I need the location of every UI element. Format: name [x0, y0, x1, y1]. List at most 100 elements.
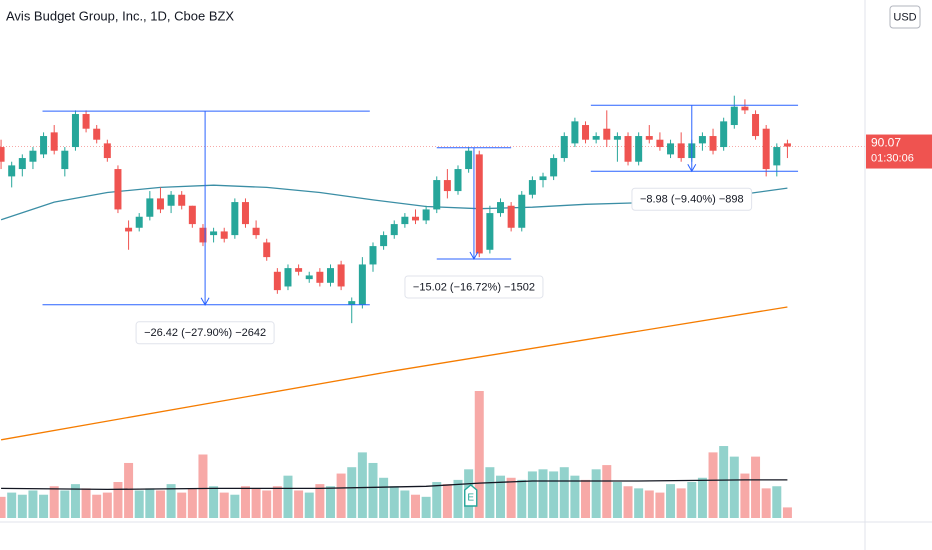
candle-body	[50, 132, 58, 151]
volume-bar	[751, 456, 761, 518]
volume-bar	[708, 452, 718, 518]
candle-body	[82, 114, 90, 129]
volume-bar	[347, 467, 357, 518]
candle-body	[40, 136, 48, 155]
volume-bar	[251, 488, 261, 518]
candle-body	[422, 209, 430, 221]
volume-bar	[740, 473, 750, 518]
volume-bar	[687, 482, 697, 518]
volume-bar	[155, 490, 165, 518]
candle-body	[146, 198, 154, 217]
volume-bar	[400, 490, 410, 518]
measure-label-box	[631, 187, 753, 211]
volume-ma	[1, 479, 788, 491]
volume-bar	[676, 488, 686, 518]
volume-bar	[304, 492, 314, 518]
volume-bar	[634, 488, 644, 518]
volume-bar	[602, 465, 612, 518]
volume-bar	[49, 486, 59, 518]
volume-bar	[17, 494, 27, 518]
measure-label-box	[135, 321, 275, 345]
candle-body	[93, 128, 101, 140]
volume-bar	[538, 469, 548, 518]
candle-body	[550, 158, 558, 177]
last-price-label: 90.07	[871, 136, 901, 150]
volume-bar	[655, 492, 665, 518]
candle-body	[61, 150, 69, 170]
volume-bar	[39, 494, 49, 518]
volume-bar	[28, 490, 38, 518]
volume-bar	[70, 484, 80, 518]
volume-bar	[559, 467, 569, 518]
candle-body	[210, 231, 218, 236]
candle-body	[273, 271, 281, 291]
volume-bar	[272, 486, 282, 518]
candle-body	[603, 128, 611, 140]
volume-bar	[7, 492, 17, 518]
candle-body	[497, 202, 505, 214]
candle-body	[156, 198, 164, 210]
candle-body	[571, 121, 579, 144]
volume-bar	[432, 482, 442, 518]
measure-label-text: −8.98 (−9.40%) −898	[640, 194, 744, 206]
volume-bar	[124, 462, 134, 518]
candle-body	[454, 169, 462, 192]
candle-body	[656, 139, 664, 148]
volume-bar	[209, 486, 219, 518]
candle-body	[8, 165, 16, 177]
candle-body	[358, 264, 366, 305]
volume-bar	[368, 462, 378, 518]
volume-bar	[442, 484, 452, 518]
candle-body	[433, 180, 441, 210]
volume-bar	[230, 494, 240, 518]
candle-body	[18, 158, 26, 170]
candle-body	[295, 268, 303, 272]
candle-body	[741, 106, 749, 111]
volume-bar	[591, 469, 601, 518]
volume-bar	[81, 488, 91, 518]
measure-arrowhead	[200, 297, 210, 306]
candle-body	[0, 147, 5, 162]
volume-bar	[474, 391, 484, 518]
candle-body	[199, 227, 207, 243]
volume-bar	[729, 456, 739, 518]
candle-body	[167, 194, 175, 206]
measure-label-text: −26.42 (−27.90%) −2642	[144, 327, 266, 339]
candle-body	[507, 205, 515, 228]
volume-bar	[549, 471, 559, 518]
volume-bar	[527, 471, 537, 518]
candle-body	[284, 268, 292, 287]
candle-body	[326, 268, 334, 283]
countdown: 01:30:06	[871, 152, 914, 164]
volume-bar	[453, 479, 463, 518]
candle-body	[560, 136, 568, 159]
volume-bar	[325, 486, 335, 518]
currency[interactable]: USD	[893, 11, 916, 23]
volume-bar	[240, 486, 250, 518]
candle-body	[613, 136, 621, 140]
volume-bar	[379, 477, 389, 518]
candle-body	[592, 136, 600, 140]
currency-button[interactable]	[889, 5, 921, 29]
volume-bar	[145, 488, 155, 518]
measure-label-box	[404, 275, 544, 299]
candle-body	[114, 169, 122, 210]
volume-bar	[644, 490, 654, 518]
volume-bar	[0, 496, 6, 518]
candle-body	[103, 143, 111, 159]
candle-body	[241, 202, 249, 225]
candle-body	[125, 227, 133, 232]
volume-bar	[315, 484, 325, 518]
volume-bar	[113, 482, 123, 518]
candle-body	[465, 150, 473, 170]
candle-body	[305, 275, 313, 280]
candle-body	[348, 301, 356, 305]
volume-bar	[283, 475, 293, 518]
candle-body	[709, 136, 717, 151]
candle-body	[316, 271, 324, 283]
volume-bar	[496, 475, 506, 518]
candle-body	[645, 136, 653, 140]
candle-body	[635, 136, 643, 162]
